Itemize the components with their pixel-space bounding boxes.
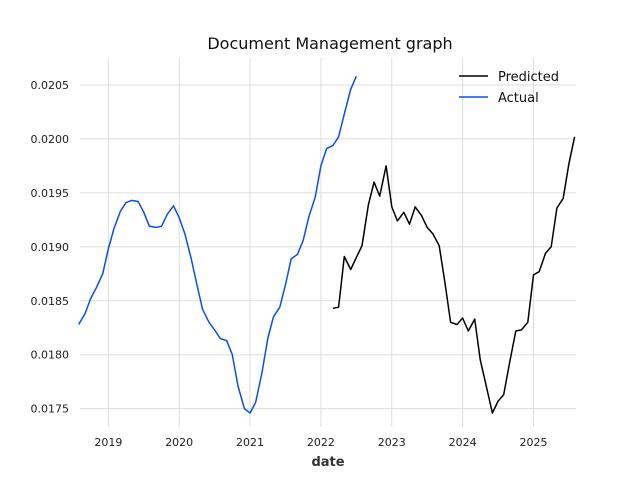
grid: [80, 58, 576, 427]
x-tick-label: 2019: [94, 436, 122, 449]
y-tick-label: 0.0190: [31, 241, 70, 254]
legend: Predicted Actual: [459, 70, 559, 106]
legend-label-actual: Actual: [498, 91, 539, 106]
y-tick-label: 0.0200: [31, 133, 70, 146]
y-tick-label: 0.0185: [31, 295, 70, 308]
y-tick-label: 0.0175: [31, 403, 70, 416]
x-tick-label: 2022: [307, 436, 335, 449]
y-tick-label: 0.0180: [31, 349, 70, 362]
series-line-actual: [77, 76, 357, 414]
x-axis-label: date: [311, 455, 344, 470]
x-tick-label: 2025: [519, 436, 547, 449]
chart-title: Document Management graph: [207, 34, 452, 53]
axes: 2019 2020 2021 2022 2023 2024 2025 0.0175 0.0180…: [31, 79, 548, 449]
series-line-predicted: [332, 136, 576, 414]
y-tick-label: 0.0205: [31, 79, 70, 92]
legend-label-predicted: Predicted: [498, 70, 559, 85]
series-lines: [77, 76, 576, 414]
x-tick-label: 2023: [378, 436, 406, 449]
x-tick-label: 2024: [449, 436, 477, 449]
x-tick-label: 2020: [165, 436, 193, 449]
x-tick-label: 2021: [236, 436, 264, 449]
y-tick-label: 0.0195: [31, 187, 70, 200]
